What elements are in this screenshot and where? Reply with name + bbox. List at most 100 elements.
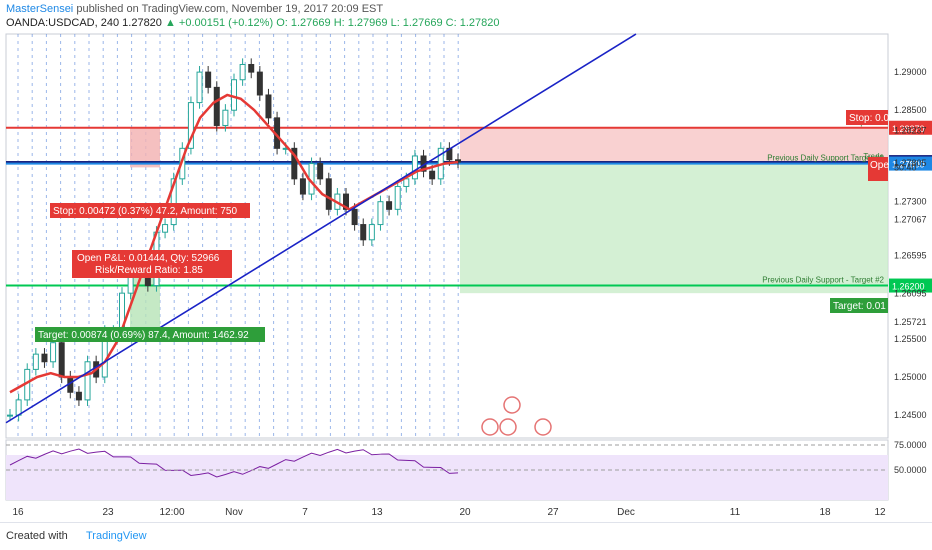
y-tick-label: 1.24500	[894, 410, 927, 420]
created-with-label: Created with	[6, 530, 68, 542]
x-tick-label: 11	[730, 507, 741, 518]
candle-body	[162, 224, 169, 233]
y-tick-label: 1.28500	[894, 105, 927, 115]
target-right-label: Target: 0.01	[833, 301, 886, 312]
x-tick-label: 12	[874, 507, 886, 518]
chart-header: MasterSensei published on TradingView.co…	[0, 0, 932, 32]
x-tick-label: 16	[12, 507, 24, 518]
candle-body	[187, 102, 194, 149]
price-tag-label: 1.27800	[892, 160, 925, 170]
y-tick-label: 1.29000	[894, 67, 927, 77]
x-tick-label: 13	[371, 507, 383, 518]
candle-body	[58, 342, 65, 378]
symbol-line: OANDA:USDCAD, 240 1.27820 ▲ +0.00151 (+0…	[6, 17, 499, 29]
candle-body	[231, 79, 237, 111]
candle-body	[75, 391, 82, 401]
target-label-box	[35, 327, 265, 342]
candle-body	[317, 163, 324, 180]
x-tick-label: 7	[302, 507, 308, 518]
candle-body	[368, 224, 375, 241]
price-tag	[889, 120, 932, 135]
rsi-level-label: 75.0000	[894, 440, 927, 450]
candle-body	[386, 201, 393, 210]
candle-body	[32, 353, 39, 370]
x-tick-label: 23	[102, 507, 114, 518]
x-tick-label: 12:00	[159, 507, 184, 518]
risk-reward-label: Risk/Reward Ratio: 1.85	[95, 265, 203, 276]
stop-label: Stop: 0.00472 (0.37%) 47.2, Amount: 750	[53, 206, 237, 217]
candle-body	[351, 208, 358, 226]
price-change: ▲ +0.00151 (+0.12%)	[164, 17, 274, 29]
rsi-line	[9, 448, 459, 478]
price-line-note: Trade	[863, 152, 884, 161]
price-line-note: Previous Daily Support - Target #2	[762, 276, 884, 285]
tradingview-brand[interactable]: TradingView	[86, 530, 147, 542]
price-tag	[889, 278, 932, 293]
ohlc-high: H: 1.27969	[333, 17, 388, 29]
footer: Created with TradingView	[0, 522, 932, 550]
y-tick-label: 1.27805	[894, 158, 927, 168]
stop-right-label: Stop: 0.0	[849, 113, 889, 124]
stop-right-box	[846, 110, 888, 125]
price-tag	[889, 156, 932, 171]
y-tick-label: 1.25500	[894, 334, 927, 344]
ohlc-close: C: 1.27820	[445, 17, 500, 29]
target-zone-right	[460, 162, 888, 294]
candle-body	[222, 109, 229, 126]
candle-body	[291, 147, 298, 180]
candle-body	[299, 178, 306, 195]
stop-zone-right	[460, 127, 888, 163]
candle-body	[239, 63, 246, 81]
candle-body	[41, 353, 48, 363]
ohlc-low: L: 1.27669	[390, 17, 443, 29]
candle-body	[15, 399, 22, 416]
trend-line	[5, 33, 637, 424]
x-tick-label: Dec	[617, 507, 635, 518]
price-chart[interactable]: Stop Loss1.28270Trade1.27820Previous Dai…	[0, 0, 932, 522]
economic-event-icon	[503, 396, 521, 414]
candle-body	[411, 155, 418, 180]
publish-info: published on TradingView.com, November 1…	[76, 3, 384, 15]
economic-event-icon	[481, 418, 499, 436]
candle-body	[84, 361, 91, 401]
stop-label-box	[50, 203, 250, 218]
y-tick-label: 1.26595	[894, 250, 927, 260]
economic-event-icon	[499, 418, 517, 436]
y-tick-label: 1.25000	[894, 372, 927, 382]
candle-body	[377, 201, 384, 226]
candle-body	[403, 178, 410, 187]
publish-line: MasterSensei published on TradingView.co…	[6, 3, 383, 15]
candle-body	[196, 71, 203, 104]
candle-body	[50, 342, 57, 363]
stop-zone-left	[130, 126, 160, 168]
candle-body	[256, 71, 263, 96]
economic-event-icon	[534, 418, 552, 436]
candle-body	[265, 94, 272, 119]
candle-body	[248, 63, 255, 73]
price-tag-label: 1.26200	[892, 282, 925, 292]
rsi-band	[6, 455, 888, 500]
x-tick-label: 27	[547, 507, 559, 518]
candle-body	[205, 71, 212, 88]
y-tick-label: 1.28237	[894, 125, 927, 135]
candle-body	[170, 178, 177, 226]
y-tick-label: 1.27067	[894, 214, 927, 224]
candle-body	[360, 224, 367, 241]
target-right-box	[830, 298, 888, 313]
price-tag-label: 1.28270	[892, 124, 925, 134]
ohlc-open: O: 1.27669	[276, 17, 331, 29]
candle-body	[325, 178, 332, 210]
pl-label-box	[72, 250, 232, 278]
price-marker-label: 50:40	[894, 162, 917, 172]
last-price: 1.27820	[122, 17, 162, 29]
symbol-label: OANDA:USDCAD, 240	[6, 17, 120, 29]
x-tick-label: Nov	[225, 507, 243, 518]
open-right-box	[868, 157, 888, 181]
candle-body	[7, 414, 13, 417]
open-pl-label: Open P&L: 0.01444, Qty: 52966	[77, 253, 220, 264]
rsi-level-label: 50.0000	[894, 465, 927, 475]
open-right-label: Ope	[870, 160, 889, 171]
author-link[interactable]: MasterSensei	[6, 3, 74, 15]
y-tick-label: 1.27300	[894, 197, 927, 207]
x-tick-label: 20	[459, 507, 471, 518]
